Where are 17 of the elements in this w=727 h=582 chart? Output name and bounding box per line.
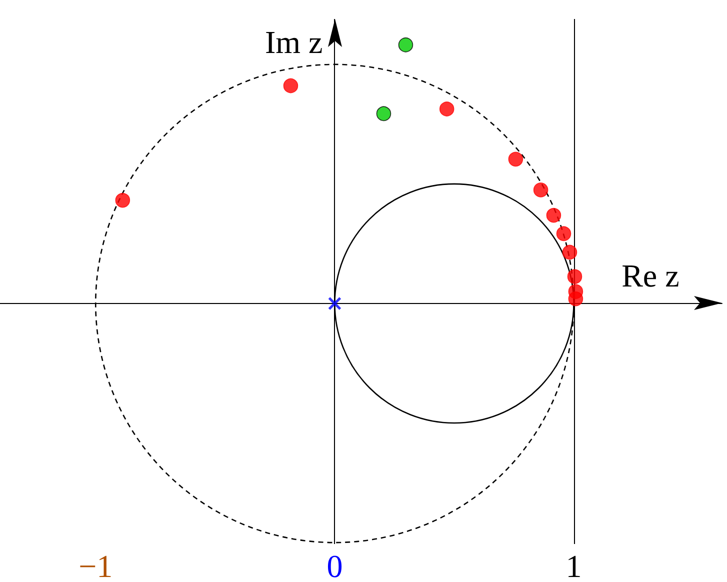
point	[398, 37, 414, 52]
x-tick-label: 1	[566, 548, 582, 582]
point	[115, 192, 130, 208]
point	[376, 106, 392, 122]
point	[439, 102, 454, 116]
point	[567, 269, 582, 284]
x-tick-label: 0	[326, 548, 343, 582]
point	[562, 244, 578, 260]
x-axis-title: Re z	[622, 257, 680, 294]
y-axis-title: Im z	[264, 24, 323, 60]
point	[546, 208, 562, 223]
point	[568, 291, 584, 306]
x-tick-label: −1	[78, 548, 113, 582]
point	[533, 182, 548, 198]
point	[508, 152, 524, 167]
point	[556, 226, 572, 242]
point	[283, 78, 298, 94]
